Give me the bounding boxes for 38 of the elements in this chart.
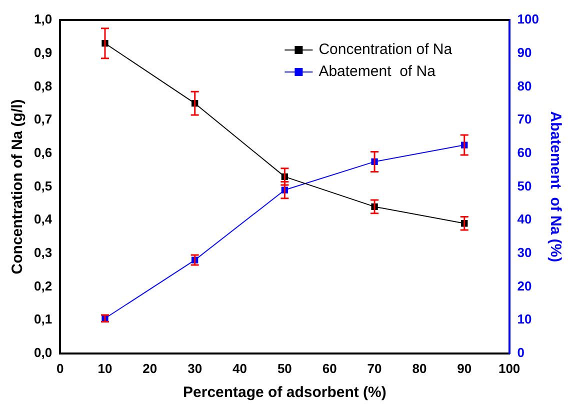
y-tick-label: 0,9 — [34, 44, 52, 60]
x-axis-title: Percentage of adsorbent (%) — [183, 384, 386, 402]
y2-tick-label: 60 — [517, 144, 532, 160]
y2-tick-label: 10 — [517, 312, 532, 327]
y2-tick-label: 50 — [517, 178, 532, 194]
x-tick-label: 20 — [142, 360, 158, 376]
x-tick-label: 90 — [457, 360, 472, 376]
x-tick-label: 70 — [367, 360, 382, 376]
y-tick-label: 0,5 — [34, 178, 52, 194]
y2-tick-label: 70 — [517, 112, 532, 127]
x-tick-label: 30 — [188, 360, 202, 376]
y2-tick-label: 0 — [517, 344, 525, 360]
y2-axis-title: Abatement of Na (%) — [546, 111, 564, 262]
y-tick-label: 0,4 — [34, 212, 53, 227]
y-tick-label: 0,3 — [34, 244, 52, 260]
y-tick-label: 1,0 — [34, 12, 52, 27]
x-tick-label: 10 — [98, 360, 112, 376]
y2-tick-label: 40 — [517, 212, 532, 227]
y-tick-label: 0,0 — [34, 344, 52, 360]
x-tick-label: 40 — [232, 360, 247, 376]
x-tick-label: 0 — [56, 360, 64, 376]
x-tick-label: 80 — [412, 360, 427, 376]
y-tick-label: 0,1 — [34, 312, 52, 327]
y-tick-label: 0,6 — [34, 144, 52, 160]
x-tick-label: 60 — [322, 360, 337, 376]
y-tick-label: 0,2 — [34, 278, 52, 294]
x-tick-label: 100 — [498, 360, 520, 376]
x-tick-label: 50 — [277, 360, 292, 376]
y-tick-label: 0,7 — [34, 112, 52, 127]
legend-label: Concentration of Na — [318, 41, 453, 58]
y2-tick-label: 30 — [517, 244, 532, 260]
y-axis-title: Concentration of Na (g/l) — [9, 99, 26, 274]
y-tick-label: 0,8 — [34, 78, 52, 94]
y2-tick-label: 100 — [517, 12, 540, 27]
legend-label: Abatement of Na — [318, 63, 436, 80]
y2-tick-label: 90 — [517, 44, 532, 60]
y2-tick-label: 80 — [517, 78, 532, 94]
y2-tick-label: 20 — [517, 278, 532, 294]
